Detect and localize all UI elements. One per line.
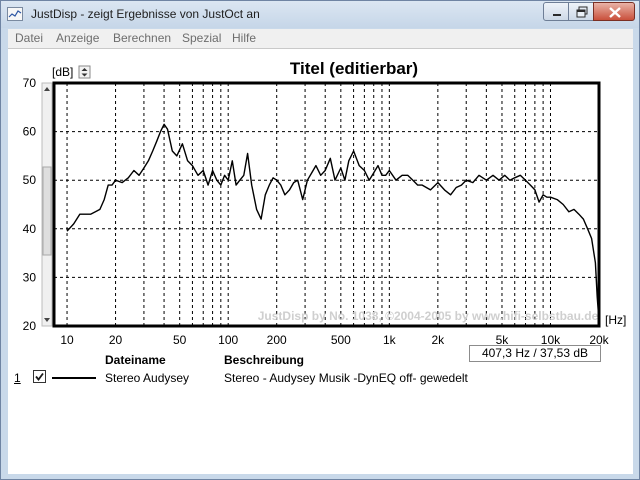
- maximize-button[interactable]: [568, 2, 594, 21]
- x-tick-label: 500: [331, 333, 351, 347]
- plot-frame: [52, 81, 601, 328]
- x-tick-label: 10: [60, 333, 74, 347]
- minimize-button[interactable]: [543, 2, 569, 21]
- y-tick-label: 40: [23, 222, 37, 236]
- menu-berechnen[interactable]: Berechnen: [113, 31, 172, 45]
- y-tick-label: 30: [23, 270, 37, 284]
- y-unit-spinner[interactable]: [78, 65, 91, 79]
- x-tick-label: 50: [173, 333, 187, 347]
- menu-hilfe[interactable]: Hilfe: [232, 31, 257, 45]
- y-tick-label: 50: [23, 173, 37, 187]
- x-axis-ticks: 10 20 50 100 200 500 1k 2k 5k 10k 20k: [60, 333, 609, 347]
- checkmark-icon: [35, 372, 44, 381]
- menu-anzeige[interactable]: Anzeige: [56, 31, 100, 45]
- y-tick-label: 60: [23, 125, 37, 139]
- window-title: JustDisp - zeigt Ergebnisse von JustOct …: [31, 7, 260, 21]
- scroll-thumb[interactable]: [42, 166, 52, 256]
- menu-bar: Datei Anzeige Berechnen Spezial Hilfe: [8, 29, 633, 48]
- y-axis-ticks: 20 30 40 50 60 70: [23, 76, 37, 333]
- menu-spezial[interactable]: Spezial: [182, 31, 222, 45]
- watermark: JustDisp by No. 1038, ©2004-2005 by www.…: [258, 309, 599, 323]
- cursor-readout: 407,3 Hz / 37,53 dB: [469, 345, 601, 362]
- y-tick-label: 70: [23, 76, 37, 90]
- x-tick-label: 2k: [432, 333, 446, 347]
- scroll-up-icon[interactable]: [44, 87, 50, 91]
- x-tick-label: 100: [218, 333, 238, 347]
- chart-area: Titel (editierbar) [dB] 20 30 40 50 60 70 10 2…: [8, 48, 633, 474]
- y-tick-label: 20: [23, 319, 37, 333]
- minimize-icon: [553, 14, 561, 16]
- y-axis-scrollbar[interactable]: [41, 82, 53, 327]
- maximize-icon: [576, 6, 588, 18]
- chart-title[interactable]: Titel (editierbar): [290, 59, 418, 78]
- legend-row-name[interactable]: Stereo Audysey: [105, 371, 190, 385]
- x-tick-label: 200: [267, 333, 287, 347]
- legend-row-description[interactable]: Stereo - Audysey Musik -DynEQ off- gewed…: [224, 371, 468, 385]
- x-axis-unit-label: [Hz]: [605, 313, 626, 327]
- legend-line-swatch: [52, 377, 96, 379]
- close-icon: [609, 7, 621, 18]
- x-tick-label: 20: [109, 333, 123, 347]
- x-tick-label: 1k: [383, 333, 397, 347]
- series-layer: [66, 123, 600, 322]
- x-tick-label: 5k: [496, 333, 510, 347]
- frequency-response-chart[interactable]: Titel (editierbar) [dB] 20 30 40 50 60 70 10 2…: [8, 49, 633, 349]
- spin-up-icon[interactable]: [81, 68, 88, 71]
- legend-header-description: Beschreibung: [224, 353, 305, 367]
- title-bar[interactable]: JustDisp - zeigt Ergebnisse von JustOct …: [1, 1, 639, 28]
- x-tick-label: 10k: [541, 333, 561, 347]
- menu-datei[interactable]: Datei: [15, 31, 44, 45]
- series-line: [66, 123, 600, 322]
- y-axis-unit-label: [dB]: [52, 65, 73, 79]
- legend-row-checkbox[interactable]: [33, 370, 46, 383]
- chart-grid: [54, 83, 599, 326]
- spin-down-icon[interactable]: [81, 73, 88, 77]
- legend-header-name: Dateiname: [105, 353, 166, 367]
- x-tick-label: 20k: [589, 333, 609, 347]
- app-icon[interactable]: [7, 7, 23, 21]
- close-button[interactable]: [593, 2, 635, 21]
- legend-row-index[interactable]: 1: [14, 371, 21, 385]
- scroll-down-icon[interactable]: [44, 318, 50, 322]
